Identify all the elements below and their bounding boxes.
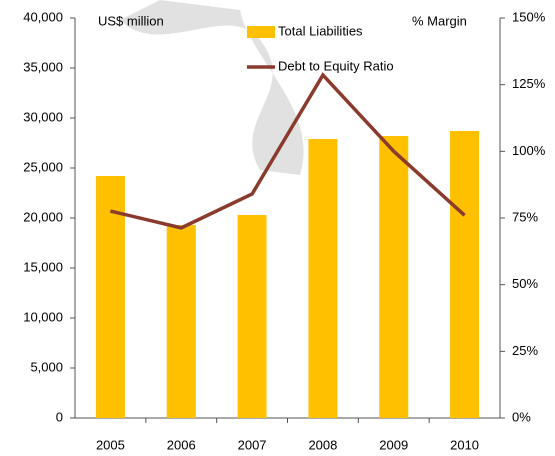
bar	[379, 136, 408, 418]
y-tick-label: 20,000	[23, 209, 63, 224]
x-tick-label: 2008	[308, 437, 337, 452]
y-axis-label: US$ million	[98, 13, 164, 28]
y2-tick-label: 125%	[512, 76, 546, 91]
y-tick-label: 25,000	[23, 159, 63, 174]
y2-tick-label: 75%	[512, 209, 538, 224]
y-tick-label: 5,000	[30, 359, 63, 374]
legend-label: Debt to Equity Ratio	[278, 58, 394, 73]
y-tick-label: 40,000	[23, 9, 63, 24]
y-tick-label: 35,000	[23, 59, 63, 74]
x-tick-label: 2006	[167, 437, 196, 452]
y2-tick-label: 100%	[512, 143, 546, 158]
bar	[450, 131, 479, 418]
y-tick-label: 0	[56, 409, 63, 424]
legend-swatch	[247, 26, 275, 38]
y-tick-label: 30,000	[23, 109, 63, 124]
legend-label: Total Liabilities	[278, 23, 363, 38]
y2-tick-label: 50%	[512, 276, 538, 291]
bar	[238, 215, 267, 418]
y2-tick-label: 0%	[512, 409, 531, 424]
chart: US$ million % Margin 0 5,000 10,000 15,000 2…	[0, 0, 555, 456]
bar	[308, 139, 337, 418]
y2-tick-label: 150%	[512, 9, 546, 24]
y2-tick-label: 25%	[512, 343, 538, 358]
x-tick-label: 2010	[450, 437, 479, 452]
bar	[167, 225, 196, 418]
x-tick-label: 2007	[238, 437, 267, 452]
y-tick-label: 10,000	[23, 309, 63, 324]
y2-axis-label: % Margin	[412, 13, 467, 28]
x-tick-label: 2009	[379, 437, 408, 452]
x-tick-label: 2005	[96, 437, 125, 452]
y-tick-label: 15,000	[23, 259, 63, 274]
